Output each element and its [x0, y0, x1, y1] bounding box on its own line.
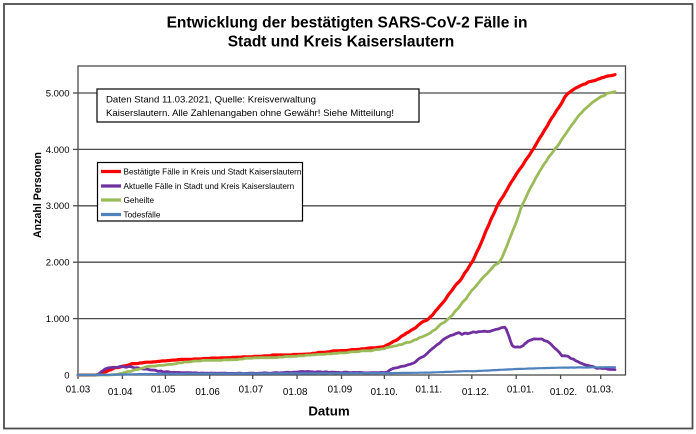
svg-text:01.06: 01.06: [195, 387, 220, 398]
svg-text:Stadt und Kreis Kaiserslautern: Stadt und Kreis Kaiserslautern: [228, 34, 455, 51]
svg-text:Entwicklung der bestätigten SA: Entwicklung der bestätigten SARS-CoV-2 F…: [167, 15, 528, 32]
svg-text:Kaiserslautern. Alle Zahlenang: Kaiserslautern. Alle Zahlenangaben ohne …: [106, 108, 394, 119]
svg-text:5.000: 5.000: [46, 88, 70, 99]
svg-text:01.03: 01.03: [66, 385, 91, 396]
svg-text:Anzahl Personen: Anzahl Personen: [32, 152, 44, 238]
svg-text:Bestätigte Fälle in Kreis und: Bestätigte Fälle in Kreis und Stadt Kais…: [124, 167, 302, 176]
svg-text:01.01.: 01.01.: [507, 385, 534, 396]
svg-text:Todesfälle: Todesfälle: [124, 210, 161, 219]
svg-text:3.000: 3.000: [46, 201, 70, 212]
svg-text:Datum: Datum: [308, 404, 349, 419]
svg-text:Geheilte: Geheilte: [124, 196, 155, 205]
svg-text:01.11.: 01.11.: [416, 385, 443, 396]
svg-text:01.03.: 01.03.: [586, 385, 613, 396]
svg-text:1.000: 1.000: [46, 314, 70, 325]
svg-text:4.000: 4.000: [46, 145, 70, 156]
svg-text:Daten Stand 11.03.2021, Quelle: Daten Stand 11.03.2021, Quelle: Kreisver…: [106, 95, 316, 106]
svg-text:01.04: 01.04: [108, 387, 133, 398]
svg-text:01.10.: 01.10.: [371, 387, 398, 398]
svg-text:01.05: 01.05: [151, 385, 176, 396]
svg-text:01.02.: 01.02.: [550, 387, 577, 398]
svg-text:01.07: 01.07: [239, 385, 264, 396]
svg-text:2.000: 2.000: [46, 258, 70, 269]
svg-text:Aktuelle Fälle in Stadt und Kr: Aktuelle Fälle in Stadt und Kreis Kaiser…: [124, 182, 295, 191]
svg-text:0: 0: [64, 370, 69, 381]
svg-text:01.08: 01.08: [283, 387, 308, 398]
svg-text:01.12.: 01.12.: [462, 387, 489, 398]
svg-text:01.09: 01.09: [328, 385, 353, 396]
